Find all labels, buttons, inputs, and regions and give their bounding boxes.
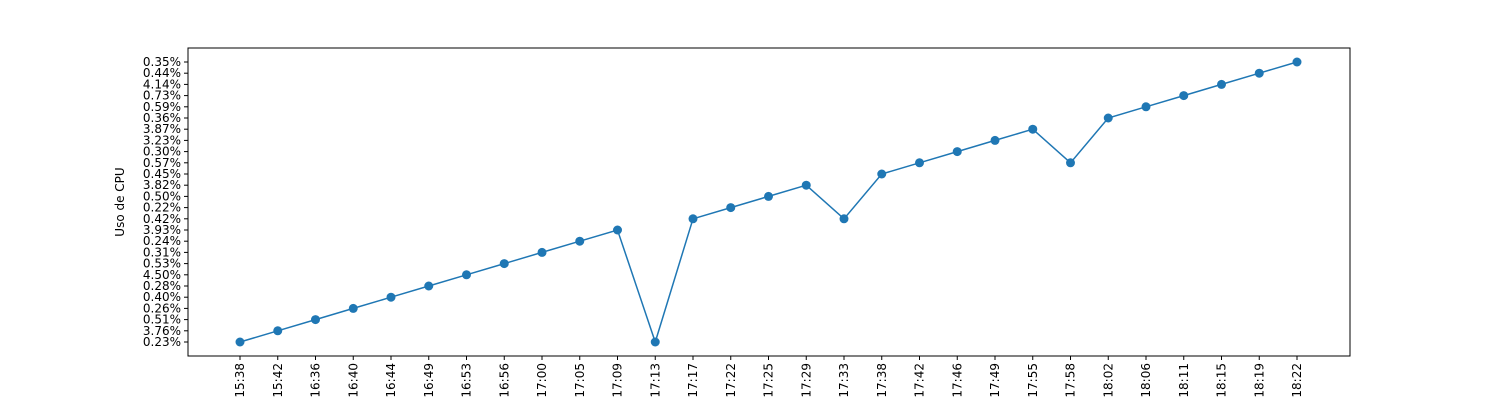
x-tick-label: 18:02 (1101, 363, 1115, 398)
y-tick-label: 0.36% (143, 111, 181, 125)
x-tick-label: 17:33 (837, 363, 851, 398)
data-point (764, 191, 773, 201)
y-tick-label: 4.50% (143, 268, 181, 282)
x-tick-label: 18:19 (1252, 363, 1266, 398)
y-tick-label: 3.93% (143, 223, 181, 237)
y-tick-label: 0.42% (143, 212, 181, 226)
data-line (239, 61, 1298, 345)
y-tick-label: 3.76% (143, 324, 181, 338)
data-point (575, 236, 585, 246)
x-tick-label: 17:25 (762, 363, 776, 398)
x-tick-label: 16:49 (422, 363, 436, 398)
data-point (1066, 158, 1075, 168)
data-point (613, 225, 622, 235)
y-tick-label: 0.57% (143, 156, 181, 170)
data-point (650, 337, 660, 347)
data-point (1103, 113, 1113, 123)
data-point (915, 158, 924, 168)
data-point (688, 214, 698, 224)
data-point (1254, 68, 1264, 78)
y-tick-label: 3.82% (143, 178, 181, 192)
data-point (877, 169, 887, 179)
y-tick-label: 0.26% (143, 301, 181, 315)
x-tick-label: 17:46 (950, 363, 964, 398)
y-tick-label: 0.35% (143, 55, 181, 69)
y-tick-label: 0.44% (143, 66, 181, 80)
data-point (1217, 79, 1226, 89)
data-point (1028, 124, 1038, 134)
data-point (424, 281, 434, 291)
x-tick-label: 18:11 (1177, 363, 1191, 398)
data-point (1292, 57, 1302, 67)
data-point (537, 247, 547, 257)
data-point (311, 315, 320, 325)
data-point (801, 180, 811, 190)
x-tick-label: 15:42 (271, 363, 285, 398)
y-tick-label: 0.51% (143, 313, 181, 327)
x-tick-label: 16:40 (346, 363, 360, 398)
data-point (348, 303, 358, 313)
y-tick-label: 3.23% (143, 133, 181, 147)
y-tick-label: 0.45% (143, 167, 181, 181)
x-tick-label: 17:55 (1026, 363, 1040, 398)
x-tick-label: 17:22 (724, 363, 738, 398)
y-axis-label: Uso de CPU (113, 167, 127, 236)
x-tick-label: 17:38 (875, 363, 889, 398)
x-tick-label: 17:49 (988, 363, 1002, 398)
x-tick-label: 16:44 (384, 363, 398, 398)
x-tick-label: 17:42 (913, 363, 927, 398)
y-tick-label: 0.30% (143, 145, 181, 159)
y-tick-label: 0.22% (143, 201, 181, 215)
y-tick-label: 0.50% (143, 189, 181, 203)
data-point (386, 292, 396, 302)
x-tick-label: 16:56 (497, 363, 511, 398)
x-tick-label: 18:22 (1290, 363, 1304, 398)
data-point (839, 214, 849, 224)
y-tick-label: 0.73% (143, 89, 181, 103)
y-tick-label: 0.23% (143, 335, 181, 349)
y-tick-label: 0.40% (143, 290, 181, 304)
x-tick-label: 16:53 (460, 363, 474, 398)
y-tick-label: 0.24% (143, 234, 181, 248)
x-tick-label: 17:05 (573, 363, 587, 398)
x-tick-label: 17:00 (535, 363, 549, 398)
y-tick-label: 0.59% (143, 100, 181, 114)
x-tick-label: 15:38 (233, 363, 247, 398)
x-tick-label: 17:17 (686, 363, 700, 398)
x-tick-label: 18:06 (1139, 363, 1153, 398)
data-point (462, 270, 471, 280)
x-tick-label: 17:13 (648, 363, 662, 398)
data-point (499, 259, 509, 269)
data-point (990, 135, 1000, 145)
x-tick-label: 16:36 (309, 363, 323, 398)
data-point (726, 203, 736, 213)
y-tick-label: 4.14% (143, 77, 181, 91)
y-tick-label: 0.31% (143, 245, 181, 259)
y-tick-label: 0.53% (143, 257, 181, 271)
axes-frame (187, 47, 1351, 357)
x-tick-label: 17:58 (1064, 363, 1078, 398)
data-point (235, 337, 245, 347)
data-point (1141, 102, 1151, 112)
x-tick-label: 17:29 (799, 363, 813, 398)
y-tick-label: 3.87% (143, 122, 181, 136)
y-tick-label: 0.28% (143, 279, 181, 293)
data-point (952, 147, 962, 157)
x-tick-label: 18:15 (1215, 363, 1229, 398)
data-point (1179, 91, 1189, 101)
data-point (273, 326, 283, 336)
x-tick-label: 17:09 (611, 363, 625, 398)
